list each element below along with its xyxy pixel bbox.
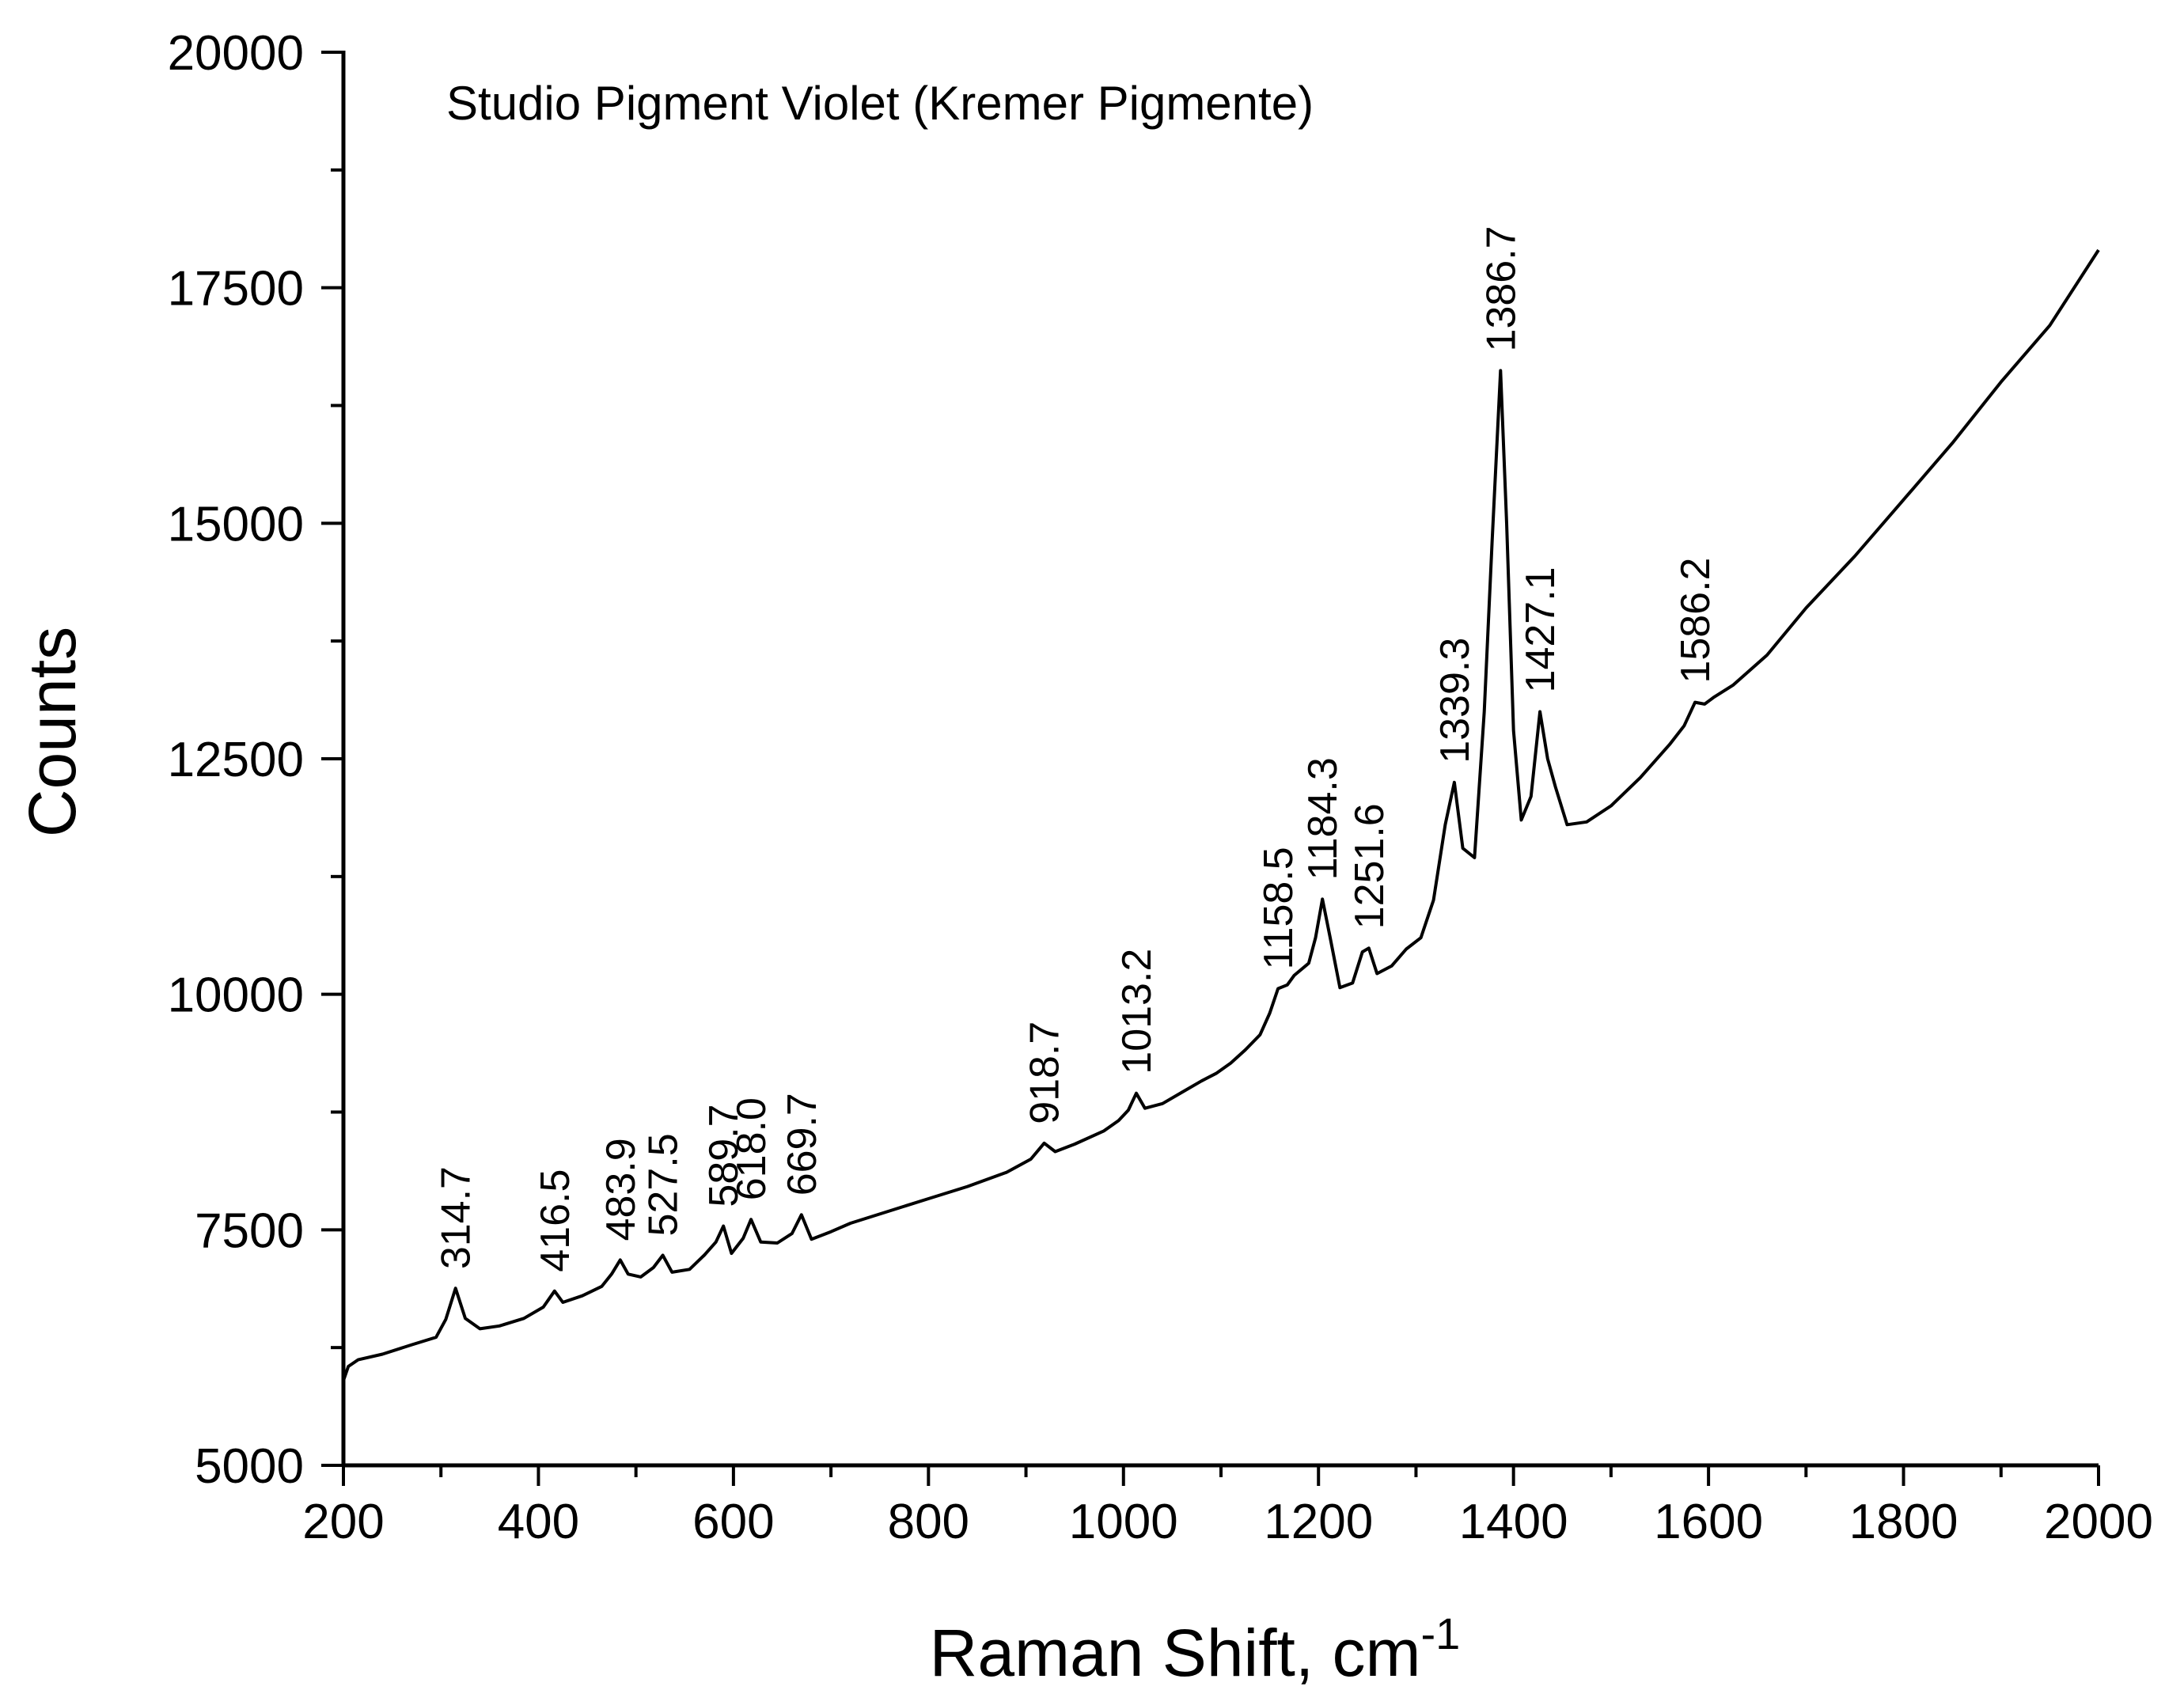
y-tick-label: 15000 <box>168 497 304 551</box>
x-tick-label: 600 <box>692 1495 774 1549</box>
peak-label: 1339.3 <box>1432 638 1478 764</box>
peak-label: 1184.3 <box>1300 757 1346 880</box>
peak-label: 918.7 <box>1022 1021 1068 1124</box>
x-tick-label: 400 <box>498 1495 579 1549</box>
spectrum-line <box>342 248 2100 1381</box>
peak-label: 1386.7 <box>1478 225 1524 351</box>
x-tick-label: 1800 <box>1849 1495 1958 1549</box>
peak-label: 1013.2 <box>1114 949 1160 1074</box>
peak-label: 1586.2 <box>1673 558 1719 684</box>
peak-label: 1251.6 <box>1347 803 1393 929</box>
peak-label: 483.9 <box>598 1138 644 1241</box>
peak-label: 1158.5 <box>1256 847 1302 969</box>
chart-title: Studio Pigment Violet (Kremer Pigmente) <box>446 77 1314 130</box>
peak-label: 589.7 <box>701 1104 747 1207</box>
x-tick-label: 1200 <box>1264 1495 1373 1549</box>
x-tick-label: 1400 <box>1459 1495 1568 1549</box>
y-axis-title: Counts <box>15 627 89 837</box>
peak-label: 314.7 <box>433 1166 479 1269</box>
peak-label: 669.7 <box>779 1093 825 1196</box>
peak-label: 618.0 <box>729 1097 775 1200</box>
x-axis-title-text: Raman Shift, cm <box>930 1616 1421 1690</box>
x-tick-label: 800 <box>888 1495 969 1549</box>
x-tick-label: 2000 <box>2044 1495 2153 1549</box>
y-tick-label: 17500 <box>168 262 304 316</box>
x-tick-label: 1600 <box>1654 1495 1763 1549</box>
peak-label: 1427.1 <box>1518 567 1564 692</box>
peak-label: 527.5 <box>641 1133 687 1236</box>
y-tick-label: 5000 <box>195 1439 304 1494</box>
x-tick-label: 1000 <box>1069 1495 1178 1549</box>
x-axis-title: Raman Shift, cm-1 <box>930 1609 1461 1690</box>
peak-label: 416.5 <box>533 1169 578 1272</box>
y-tick-label: 20000 <box>168 26 304 81</box>
x-axis-title-superscript: -1 <box>1421 1609 1461 1658</box>
x-tick-label: 200 <box>302 1495 384 1549</box>
y-tick-label: 10000 <box>168 968 304 1023</box>
y-tick-label: 12500 <box>168 733 304 787</box>
y-tick-label: 7500 <box>195 1203 304 1258</box>
